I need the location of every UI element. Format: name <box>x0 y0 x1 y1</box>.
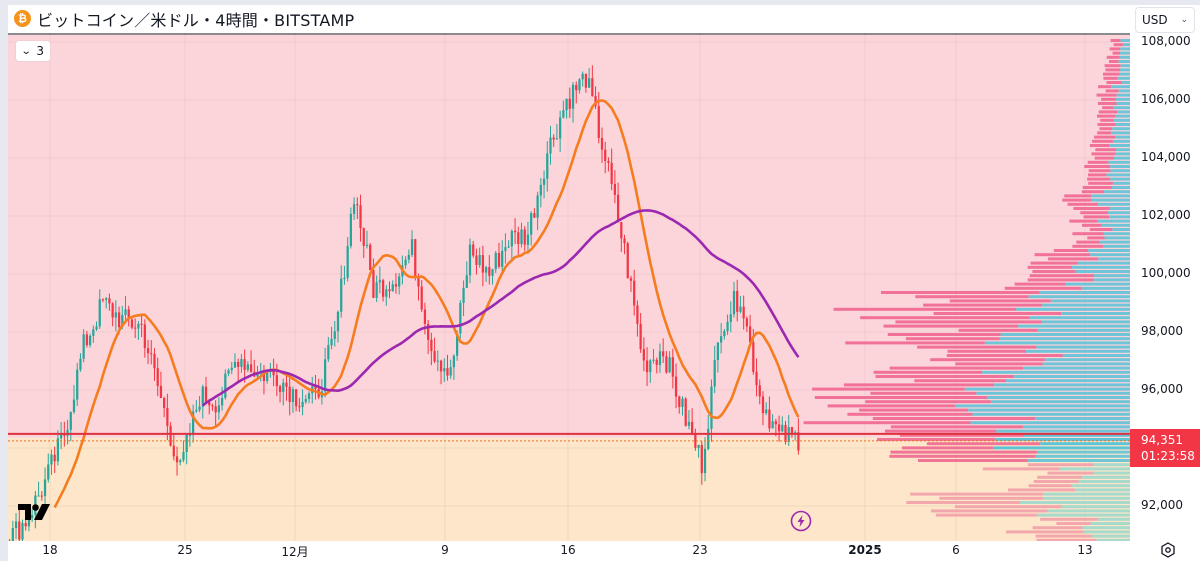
price-label: 92,000 <box>1141 498 1183 512</box>
bar-countdown: 01:23:58 <box>1141 449 1195 463</box>
price-label: 100,000 <box>1141 266 1191 280</box>
time-label: 16 <box>560 543 576 557</box>
chevron-down-icon: ⌄ <box>20 45 32 57</box>
price-label: 96,000 <box>1141 382 1183 396</box>
time-label: 13 <box>1077 543 1093 557</box>
top-border <box>0 0 1200 5</box>
time-label: 23 <box>692 543 708 557</box>
tradingview-logo[interactable] <box>18 503 50 521</box>
left-border <box>0 0 8 561</box>
currency-value: USD <box>1142 13 1168 27</box>
bitcoin-icon: ₿ <box>14 10 31 27</box>
indicators-collapse-button[interactable]: ⌄ 3 <box>16 41 51 61</box>
time-label: 6 <box>952 543 960 557</box>
price-label: 106,000 <box>1141 92 1191 106</box>
price-label: 102,000 <box>1141 208 1191 222</box>
currency-select[interactable]: USD ⌄ <box>1135 7 1195 33</box>
price-label: 98,000 <box>1141 324 1183 338</box>
last-price-tag: 94,351 01:23:58 <box>1130 429 1200 467</box>
time-axis[interactable] <box>8 541 1130 561</box>
symbol-title: ビットコイン／米ドル・4時間・BITSTAMP <box>37 10 355 30</box>
chevron-down-icon: ⌄ <box>1180 15 1188 25</box>
time-label: 18 <box>42 543 58 557</box>
time-label: 9 <box>441 543 449 557</box>
time-label: 2025 <box>848 543 882 557</box>
settings-icon[interactable] <box>1160 542 1176 558</box>
last-price-value: 94,351 <box>1141 433 1183 447</box>
symbol-title-bar[interactable]: ₿ ビットコイン／米ドル・4時間・BITSTAMP <box>8 5 363 32</box>
time-label: 25 <box>177 543 193 557</box>
time-label: 12月 <box>281 545 309 559</box>
price-chart-canvas[interactable] <box>8 33 1130 541</box>
lightning-icon[interactable] <box>790 510 812 532</box>
price-label: 104,000 <box>1141 150 1191 164</box>
price-label: 108,000 <box>1141 34 1191 48</box>
indicator-count: 3 <box>36 44 45 58</box>
